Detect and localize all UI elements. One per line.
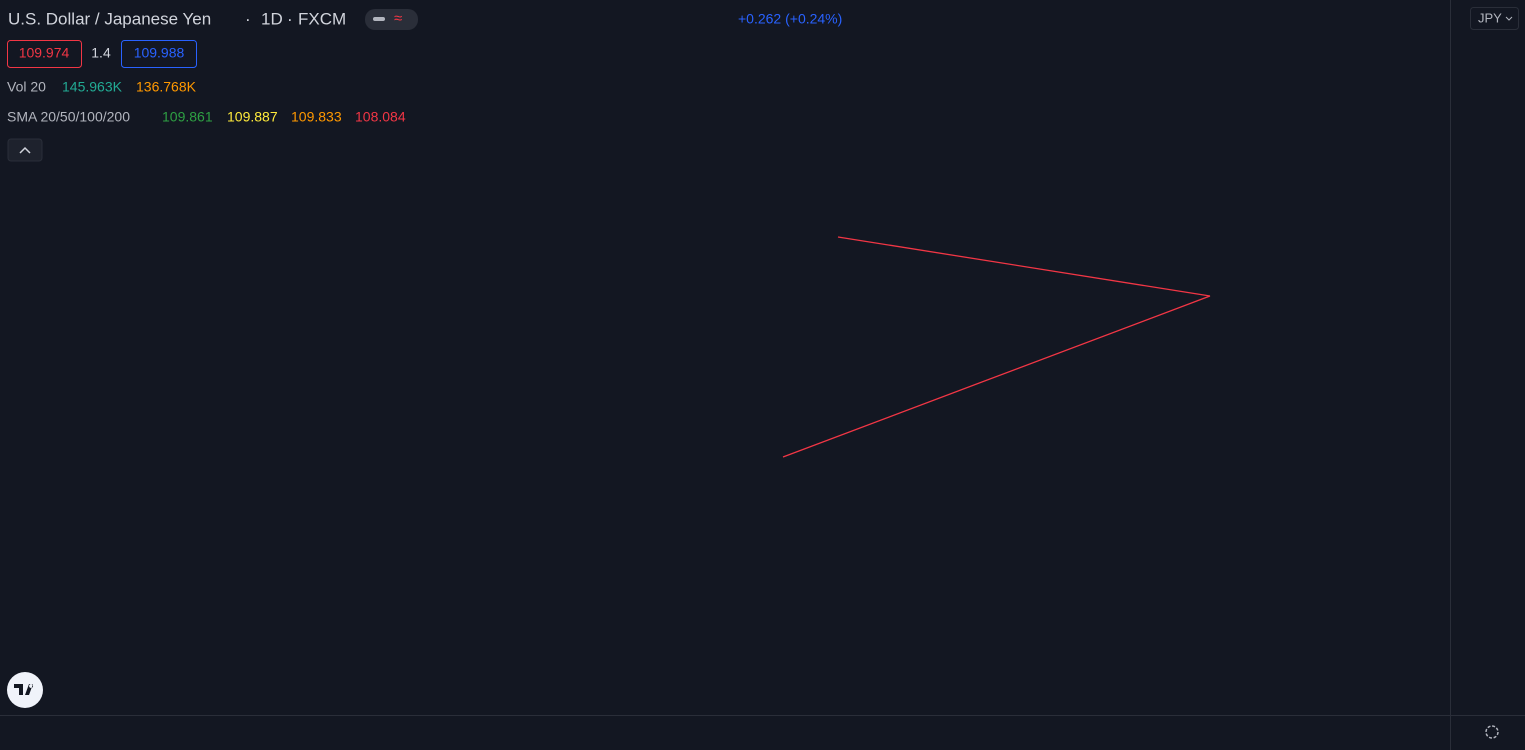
sma-value: 109.887 <box>227 109 278 125</box>
interval[interactable]: 1D <box>261 9 283 28</box>
buy-price: 109.988 <box>134 45 185 61</box>
currency-button[interactable] <box>1470 7 1519 30</box>
volume-value: 145.963K <box>62 79 123 95</box>
status-icon <box>373 17 385 21</box>
collapse-button[interactable] <box>7 138 43 162</box>
sma-value: 109.833 <box>291 109 342 125</box>
exchange: FXCM <box>298 9 346 28</box>
sma-value: 109.861 <box>162 109 213 125</box>
status-icon: ≈ <box>394 10 402 27</box>
change: +0.262 (+0.24%) <box>738 11 842 27</box>
sma-label[interactable]: SMA 20/50/100/200 <box>7 109 130 125</box>
logo-mark <box>14 684 34 695</box>
separator: · <box>245 9 251 28</box>
spread: 1.4 <box>91 45 111 61</box>
separator: · <box>287 9 293 28</box>
buy-button[interactable] <box>121 40 197 68</box>
market-status-button[interactable] <box>365 9 418 30</box>
sell-price: 109.974 <box>19 45 70 61</box>
logo[interactable] <box>7 672 43 708</box>
currency: JPY <box>1478 10 1502 25</box>
symbol-name[interactable]: U.S. Dollar / Japanese Yen <box>8 9 211 28</box>
dropdown-icon <box>1505 16 1513 21</box>
sell-button[interactable] <box>7 40 82 68</box>
collapse-icon <box>19 146 31 154</box>
trend-line[interactable] <box>837 236 1211 297</box>
volume-ma-value: 136.768K <box>136 79 197 95</box>
volume-label[interactable]: Vol 20 <box>7 79 46 95</box>
settings-button[interactable] <box>1485 725 1499 739</box>
sma-value: 108.084 <box>355 109 406 125</box>
trend-line[interactable] <box>782 295 1211 458</box>
